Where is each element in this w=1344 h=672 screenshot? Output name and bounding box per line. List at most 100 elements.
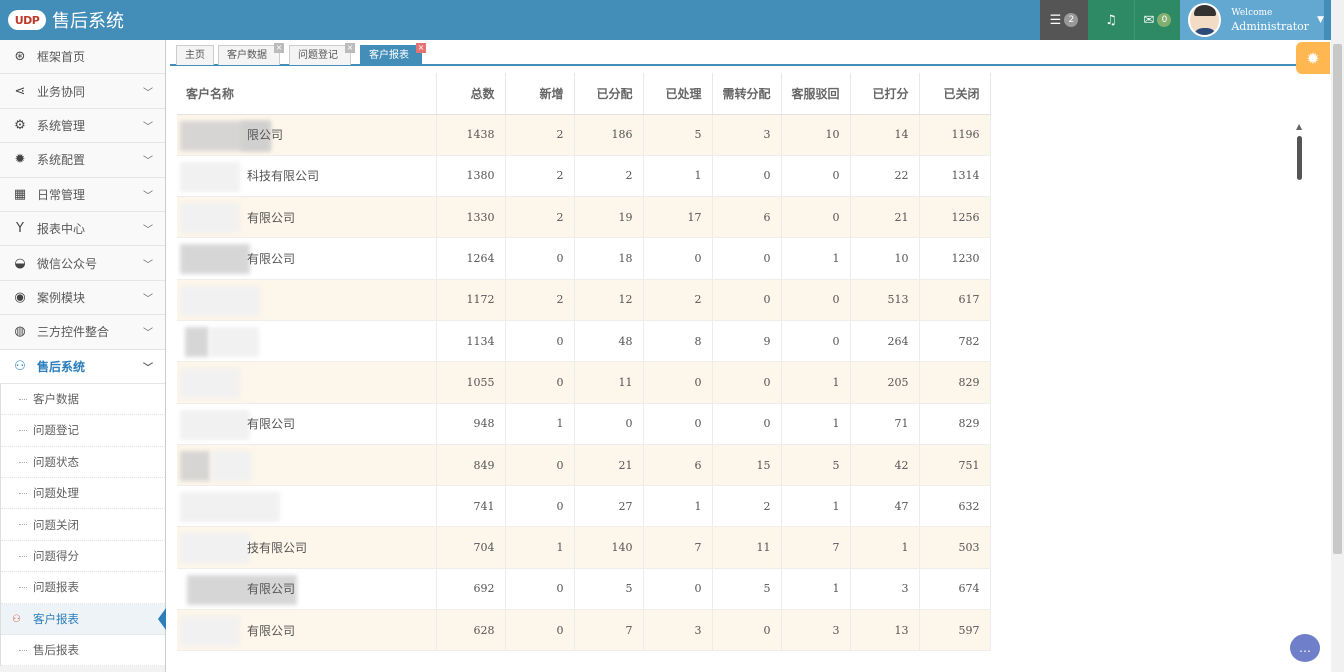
table-row[interactable]: 1134 0 48 8 9 0 264 782: [177, 320, 991, 363]
bell-icon: ♫: [1105, 12, 1117, 28]
table-row[interactable]: 限公司 1438 2 186 5 3 10 14 1196: [177, 114, 991, 156]
tab-customer-data[interactable]: 客户数据 ×: [218, 43, 284, 65]
count-cell: 22: [850, 155, 920, 198]
sidebar-item-3[interactable]: ✹ 系统配置 ﹀: [0, 143, 165, 178]
tab-home[interactable]: 主页: [176, 45, 214, 65]
submenu-item-7[interactable]: ⚇ 客户报表: [1, 603, 166, 636]
chat-icon[interactable]: …: [1290, 634, 1320, 662]
redaction-mask: [185, 326, 209, 357]
count-cell: 0: [643, 237, 713, 280]
table-row[interactable]: 有限公司 948 1 0 0 0 1 71 829: [177, 403, 991, 445]
column-header[interactable]: 已分配: [574, 73, 644, 115]
sidebar-item-4[interactable]: ▦ 日常管理 ﹀: [0, 177, 165, 212]
count-cell: 1380: [436, 155, 506, 198]
tasks-badge: 2: [1064, 13, 1079, 27]
sidebar-item-2[interactable]: ⚙ 系统管理 ﹀: [0, 108, 165, 144]
count-cell: 0: [712, 403, 782, 445]
gear-icon: ✹: [1306, 48, 1320, 68]
scroll-up-icon[interactable]: ▲: [1296, 122, 1303, 131]
submenu-item-5[interactable]: 问题得分: [1, 541, 165, 573]
customer-name: 有限公司: [247, 417, 296, 432]
customer-name: 技有限公司: [247, 541, 308, 556]
table-row[interactable]: 有限公司 628 0 7 3 0 3 13 597: [177, 609, 991, 652]
count-cell: 0: [574, 403, 644, 445]
column-header[interactable]: 需转分配: [712, 73, 782, 115]
submenu-item-6[interactable]: 问题报表: [1, 572, 165, 604]
count-cell: 597: [919, 609, 991, 652]
sidebar-item-after-sales[interactable]: ⚇ 售后系统 ﹀: [0, 349, 165, 384]
count-cell: 0: [505, 444, 575, 487]
submenu-item-2[interactable]: 问题状态: [1, 447, 165, 479]
table-row[interactable]: 科技有限公司 1380 2 2 1 0 0 22 1314: [177, 155, 991, 198]
count-cell: 19: [574, 196, 644, 239]
scroll-thumb[interactable]: [1297, 136, 1302, 180]
user-info: Welcome Administrator: [1231, 7, 1309, 33]
sidebar-item-1[interactable]: ⋖ 业务协同 ﹀: [0, 74, 165, 109]
user-menu-button[interactable]: Welcome Administrator ▼: [1180, 0, 1324, 40]
column-header[interactable]: 已关闭: [919, 73, 991, 115]
close-icon[interactable]: ×: [345, 43, 355, 53]
submenu-item-1[interactable]: 问题登记: [1, 415, 165, 447]
close-icon[interactable]: ×: [416, 43, 426, 53]
count-cell: 2: [712, 485, 782, 528]
count-cell: 948: [436, 403, 506, 445]
count-cell: 1: [781, 568, 851, 611]
table-row[interactable]: 1172 2 12 2 0 0 513 617: [177, 279, 991, 321]
sidebar-item-0[interactable]: ⊛ 框架首页: [0, 40, 165, 75]
sidebar-item-6[interactable]: ◒ 微信公众号 ﹀: [0, 246, 165, 281]
sidebar-item-8[interactable]: ◍ 三方控件整合 ﹀: [0, 315, 165, 350]
sidebar-item-7[interactable]: ◉ 案例模块 ﹀: [0, 280, 165, 316]
column-header[interactable]: 新增: [505, 73, 575, 115]
sidebar-item-label: 微信公众号: [37, 256, 98, 271]
sidebar-item-5[interactable]: Y 报表中心 ﹀: [0, 211, 165, 247]
submenu-item-label: 问题关闭: [33, 517, 79, 532]
messages-button[interactable]: ✉ 0: [1134, 0, 1180, 40]
submenu-item-0[interactable]: 客户数据: [1, 384, 165, 416]
tab-customer-report[interactable]: 客户报表 ×: [360, 43, 426, 65]
table-scrollbar[interactable]: ▲: [1294, 118, 1304, 672]
brand[interactable]: UDP 售后系统: [8, 6, 124, 34]
column-header[interactable]: 已处理: [643, 73, 713, 115]
chevron-down-icon: ﹀: [143, 225, 153, 237]
page-scroll-thumb[interactable]: [1333, 44, 1342, 554]
count-cell: 632: [919, 485, 991, 528]
count-cell: 1438: [436, 114, 506, 156]
table-row[interactable]: 741 0 27 1 2 1 47 632: [177, 485, 991, 528]
tab-bar: 主页 客户数据 × 问题登记 × 客户报表 ×: [170, 42, 1330, 66]
column-header[interactable]: 已打分: [850, 73, 920, 115]
column-header[interactable]: 总数: [436, 73, 506, 115]
redaction-mask: [180, 409, 250, 440]
chevron-down-icon: ﹀: [143, 190, 153, 202]
count-cell: 11: [574, 361, 644, 404]
count-cell: 513: [850, 279, 920, 321]
dashboard-icon: ⊛: [14, 49, 26, 65]
column-header[interactable]: 客户名称: [177, 73, 437, 115]
table-row[interactable]: 849 0 21 6 15 5 42 751: [177, 444, 991, 487]
table-row[interactable]: 有限公司 692 0 5 0 5 1 3 674: [177, 568, 991, 611]
submenu-item-label: 问题处理: [33, 486, 79, 501]
close-icon[interactable]: ×: [274, 43, 284, 53]
sidebar-item-label: 系统管理: [37, 118, 86, 133]
count-cell: 1: [643, 155, 713, 198]
page-scrollbar[interactable]: [1331, 0, 1344, 672]
table-row[interactable]: 1055 0 11 0 0 1 205 829: [177, 361, 991, 404]
table-row[interactable]: 有限公司 1330 2 19 17 6 0 21 1256: [177, 196, 991, 239]
submenu-item-4[interactable]: 问题关闭: [1, 509, 165, 541]
submenu-item-label: 问题登记: [33, 423, 79, 438]
settings-button[interactable]: ✹: [1296, 42, 1330, 74]
app-title: 售后系统: [52, 11, 124, 32]
column-header[interactable]: 客服驳回: [781, 73, 851, 115]
tab-issue-registration[interactable]: 问题登记 ×: [289, 43, 355, 65]
sidebar-item-label: 案例模块: [37, 290, 86, 305]
table-row[interactable]: 技有限公司 704 1 140 7 11 7 1 503: [177, 526, 991, 569]
globe-icon: ◍: [14, 324, 26, 340]
tasks-button[interactable]: ☰ 2: [1040, 0, 1088, 40]
table-row[interactable]: 有限公司 1264 0 18 0 0 1 10 1230: [177, 237, 991, 280]
customer-name-cell: [177, 485, 437, 528]
notifications-button[interactable]: ♫: [1088, 0, 1134, 40]
submenu-item-8[interactable]: 售后报表: [1, 635, 165, 667]
sidebar-item-label: 日常管理: [37, 187, 86, 202]
submenu-item-label: 客户数据: [33, 392, 79, 407]
submenu-item-3[interactable]: 问题处理: [1, 478, 165, 510]
tab-label: 客户报表: [369, 50, 409, 61]
